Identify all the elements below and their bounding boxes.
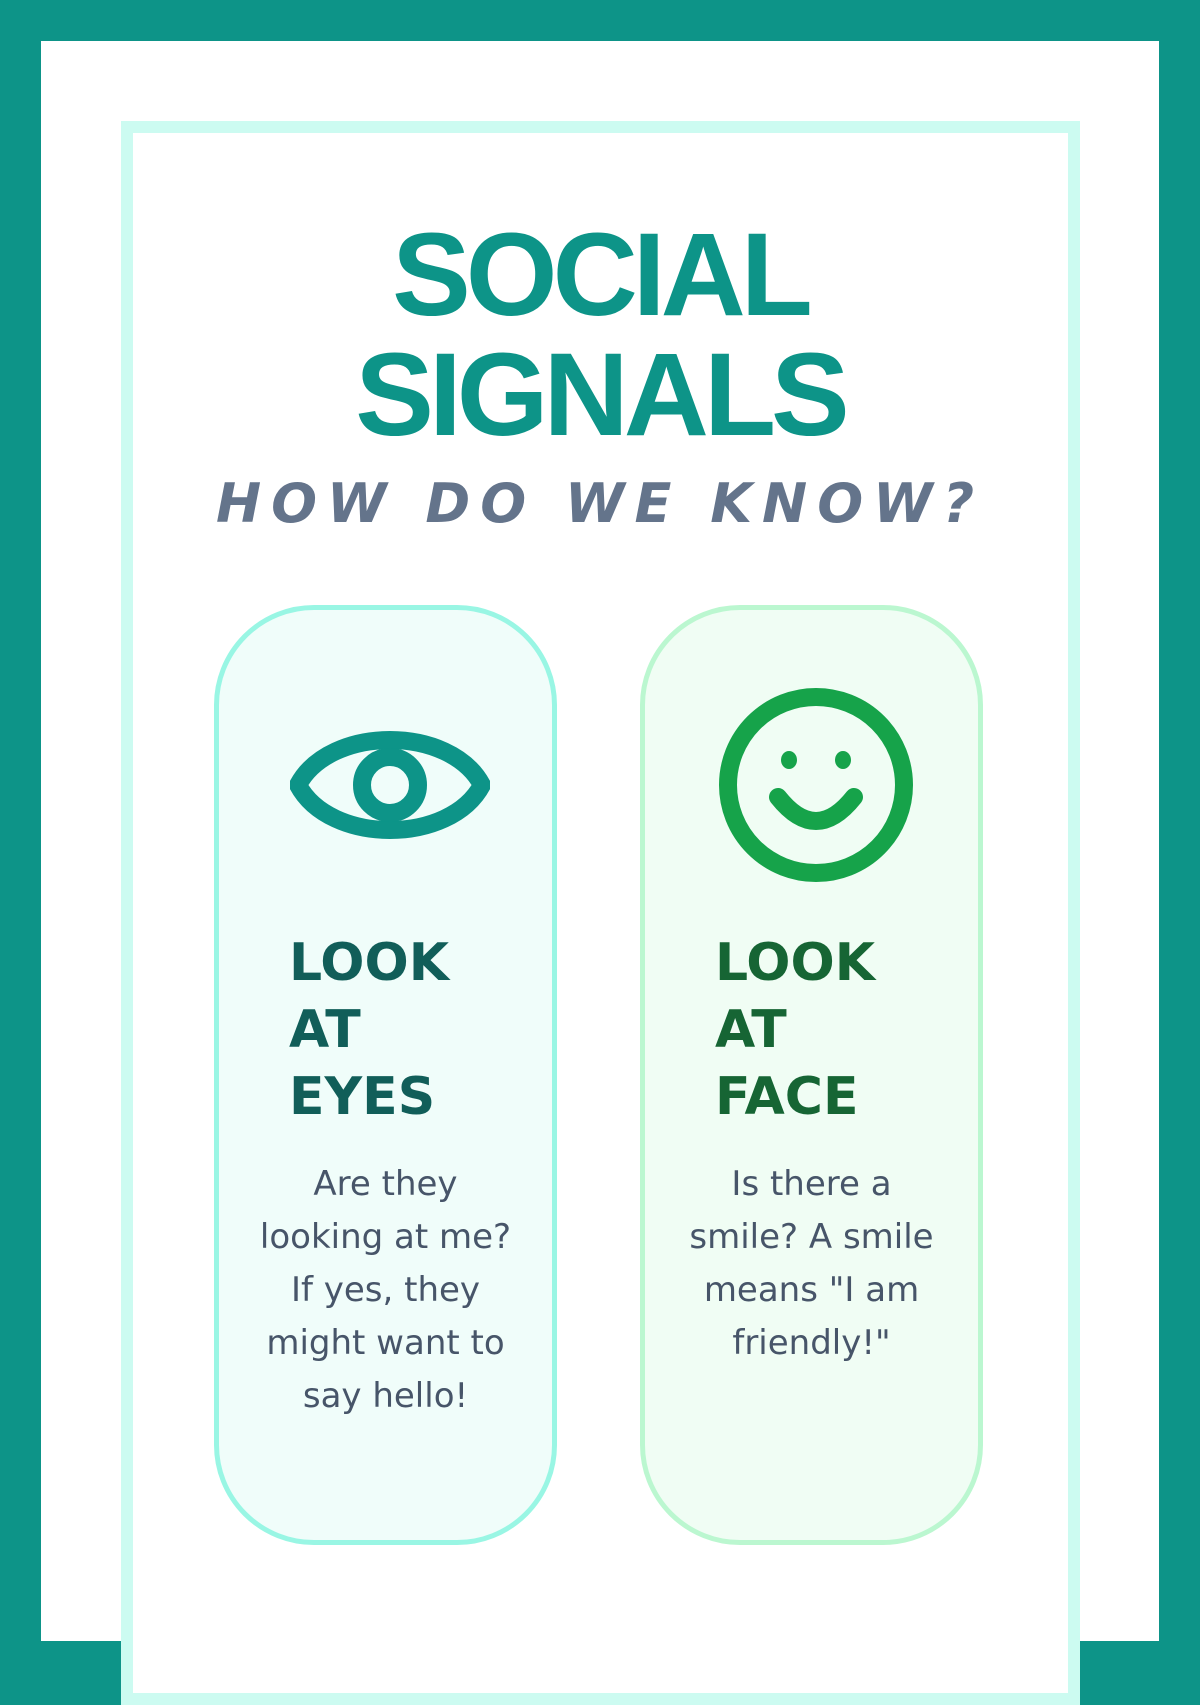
card-body: Is there a smile? A smile means "I am fr…	[689, 1164, 934, 1363]
card-heading: LOOK AT FACE	[715, 933, 875, 1127]
page-subtitle: HOW DO WE KNOW?	[215, 472, 985, 535]
card-look-at-face: LOOK AT FACE Is there a smile? A smile m…	[640, 605, 983, 1545]
eye-icon	[290, 731, 490, 839]
card-heading: LOOK AT EYES	[289, 933, 449, 1127]
card-look-at-eyes: LOOK AT EYES Are they looking at me? If …	[214, 605, 557, 1545]
smiley-face-icon	[719, 688, 913, 882]
card-body: Are they looking at me? If yes, they mig…	[259, 1164, 512, 1416]
page-title: SOCIAL SIGNALS	[355, 209, 850, 461]
